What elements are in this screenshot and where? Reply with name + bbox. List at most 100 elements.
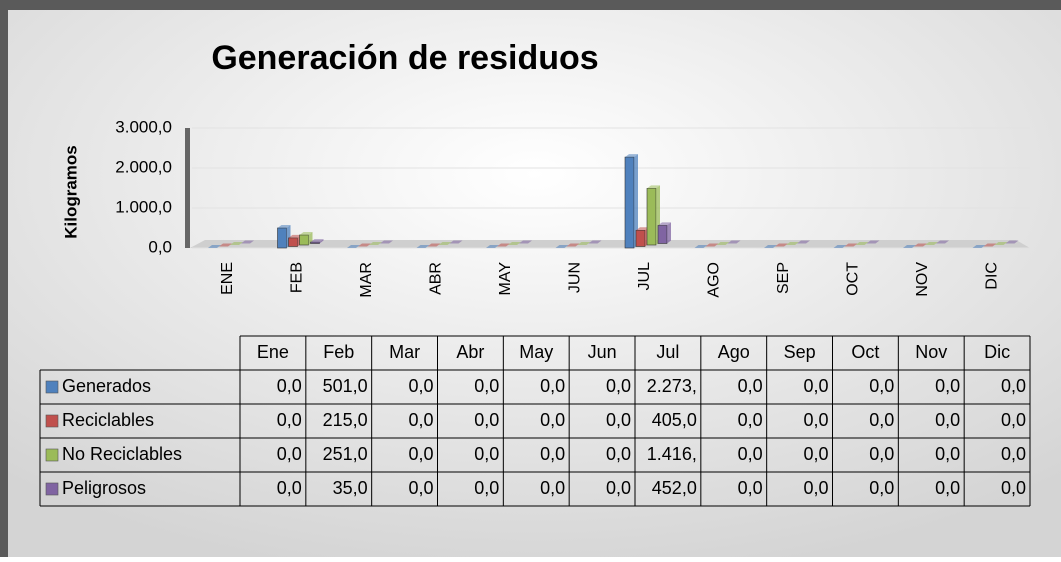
bar-top [764, 245, 777, 248]
table-value: 0,0 [1001, 478, 1026, 498]
bar-top [994, 242, 1008, 245]
table-value: 0,0 [869, 410, 894, 430]
bar-top [277, 224, 291, 228]
table-value: 0,0 [277, 410, 302, 430]
legend-swatch [45, 414, 59, 428]
table-value: 405,0 [652, 410, 697, 430]
bar-top [866, 240, 880, 244]
x-tick-label: ABR [428, 262, 445, 295]
bar-top [972, 245, 986, 248]
table-value: 0,0 [869, 376, 894, 396]
bar-top [983, 243, 997, 247]
bar-top [577, 242, 591, 245]
bar [288, 237, 298, 247]
table-value: 0,0 [474, 376, 499, 396]
table-value: 0,0 [408, 444, 433, 464]
table-header: Abr [456, 342, 484, 362]
table-value: 0,0 [540, 478, 565, 498]
table-value: 0,0 [408, 376, 433, 396]
bar-top [241, 240, 254, 244]
bar-top [936, 240, 949, 244]
table-value: 251,0 [323, 444, 368, 464]
bar-top [903, 245, 916, 248]
table-value: 0,0 [606, 478, 631, 498]
bar-top [566, 243, 580, 247]
legend-label: No Reciclables [62, 444, 182, 464]
table-value: 0,0 [606, 376, 631, 396]
table-value: 0,0 [277, 444, 302, 464]
legend-label: Generados [62, 376, 151, 396]
bar-top [486, 245, 499, 248]
y-axis-label: Kilogramos [61, 145, 80, 239]
table-header: Mar [389, 342, 420, 362]
table-value: 0,0 [540, 444, 565, 464]
bar-top [658, 222, 671, 226]
table-value: 0,0 [606, 410, 631, 430]
bar-top [786, 242, 799, 245]
table-header: Feb [323, 342, 354, 362]
x-tick-label: OCT [845, 262, 862, 296]
bar-top [855, 242, 869, 245]
x-tick-label: AGO [706, 262, 723, 298]
bar-top [797, 240, 810, 244]
bar-top [625, 154, 638, 158]
legend-swatch [45, 448, 59, 462]
y-tick-label: 1.000,0 [115, 197, 172, 216]
table-value: 0,0 [277, 478, 302, 498]
table-header: Nov [915, 342, 947, 362]
bar-top [310, 239, 324, 243]
table-value: 0,0 [869, 444, 894, 464]
table-value: 2.273, [647, 376, 697, 396]
bar-top [555, 245, 569, 248]
table-value: 0,0 [474, 478, 499, 498]
bar-top [299, 231, 313, 235]
table-header: Oct [851, 342, 879, 362]
y-tick-label: 2.000,0 [115, 157, 172, 176]
x-tick-label: ENE [219, 262, 236, 295]
bar-top [438, 242, 452, 245]
table-value: 0,0 [408, 410, 433, 430]
table-value: 0,0 [935, 478, 960, 498]
table-value: 1.416, [647, 444, 697, 464]
table-header: Ago [718, 342, 750, 362]
table-value: 0,0 [738, 444, 763, 464]
bar-top [449, 240, 463, 244]
bar [310, 241, 320, 244]
bar-top [358, 243, 371, 247]
table-value: 0,0 [738, 410, 763, 430]
bar-top [833, 245, 847, 248]
legend-swatch [45, 482, 59, 496]
bar-top [705, 243, 719, 247]
bar-top [230, 242, 243, 245]
bar-top [1005, 240, 1019, 244]
bar-top [519, 240, 532, 244]
table-value: 0,0 [474, 444, 499, 464]
legend-swatch [45, 380, 59, 394]
table-value: 0,0 [474, 410, 499, 430]
table-value: 0,0 [408, 478, 433, 498]
table-value: 0,0 [1001, 444, 1026, 464]
table-value: 35,0 [333, 478, 368, 498]
bar-top [914, 243, 927, 247]
floor [190, 240, 1030, 248]
x-tick-label: NOV [914, 262, 931, 297]
bar [277, 227, 287, 249]
table-header: Sep [784, 342, 816, 362]
bar-side [667, 222, 671, 244]
table-header: Jun [588, 342, 617, 362]
y-tick-label: 3.000,0 [115, 117, 172, 136]
table-value: 0,0 [540, 376, 565, 396]
y-tick-label: 0,0 [148, 237, 172, 256]
bar-side [634, 154, 638, 248]
table-value: 0,0 [803, 410, 828, 430]
table-value: 0,0 [803, 444, 828, 464]
bar-top [369, 242, 382, 245]
x-tick-label: MAY [497, 262, 514, 296]
bar-top [636, 227, 649, 231]
table-value: 452,0 [652, 478, 697, 498]
table-value: 0,0 [803, 478, 828, 498]
bar [635, 230, 646, 247]
bar-top [508, 242, 521, 245]
table-value: 0,0 [1001, 376, 1026, 396]
